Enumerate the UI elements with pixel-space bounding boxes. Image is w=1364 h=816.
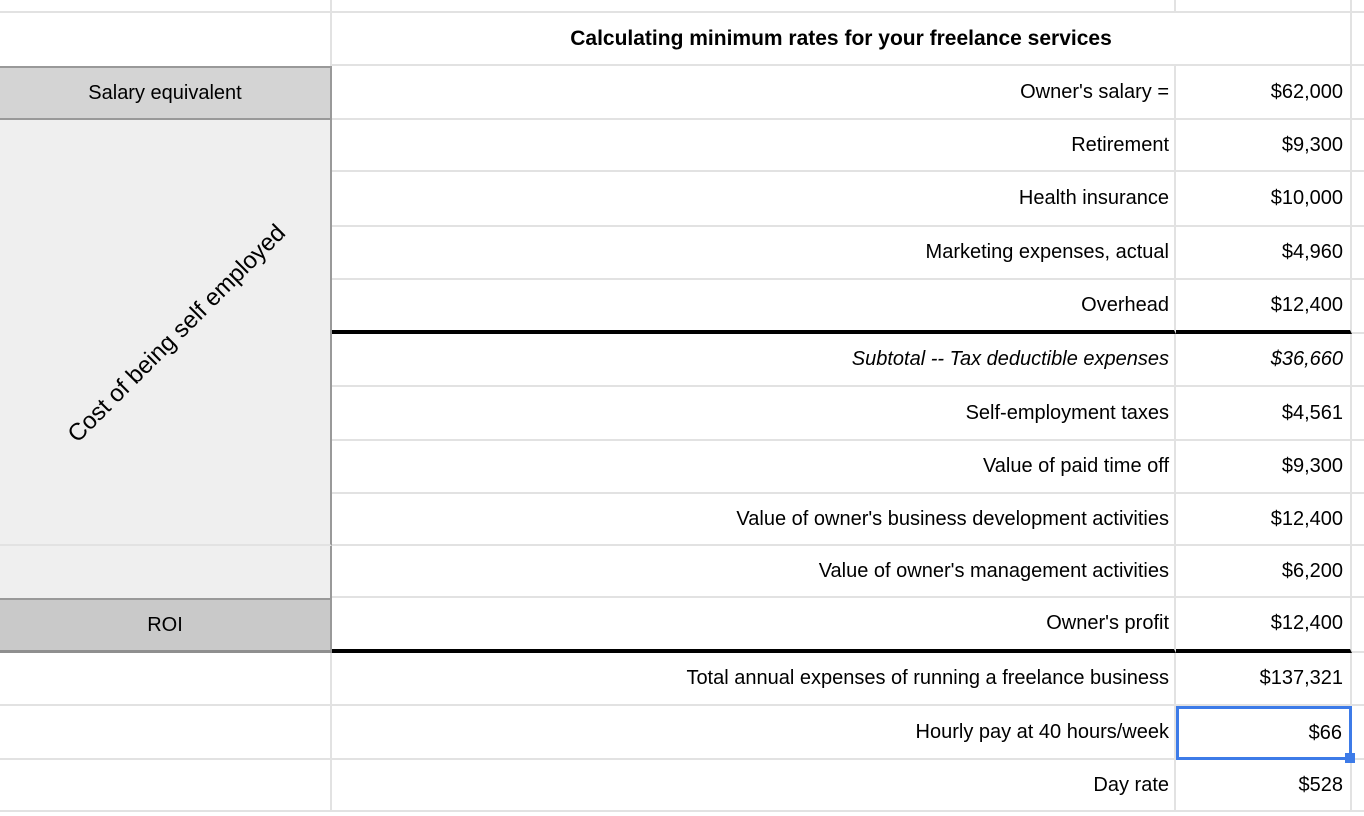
value-cell[interactable]: $62,000 xyxy=(1176,66,1352,120)
value-cell[interactable]: $528 xyxy=(1176,760,1352,812)
value-cell[interactable]: $4,960 xyxy=(1176,227,1352,280)
empty-cell[interactable] xyxy=(0,546,332,598)
partial-cell xyxy=(1352,0,1364,13)
value-cell[interactable]: $12,400 xyxy=(1176,494,1352,546)
value-cell[interactable]: $9,300 xyxy=(1176,120,1352,172)
value-cell[interactable]: $137,321 xyxy=(1176,653,1352,706)
value-cell[interactable]: $12,400 xyxy=(1176,598,1352,653)
partial-cell xyxy=(1352,13,1364,66)
partial-cell xyxy=(1176,0,1352,13)
partial-cell xyxy=(1352,653,1364,706)
partial-cell xyxy=(1352,441,1364,494)
partial-cell xyxy=(1352,120,1364,172)
label-cell[interactable]: Marketing expenses, actual xyxy=(332,227,1176,280)
fill-handle[interactable] xyxy=(1345,753,1355,763)
partial-cell xyxy=(1352,546,1364,598)
partial-cell xyxy=(1352,598,1364,653)
label-cell[interactable]: Value of owner's management activities xyxy=(332,546,1176,598)
partial-cell xyxy=(1352,227,1364,280)
label-cell[interactable]: Self-employment taxes xyxy=(332,387,1176,441)
partial-cell xyxy=(1352,760,1364,812)
label-cell[interactable]: Day rate xyxy=(332,760,1176,812)
label-cell[interactable]: Owner's salary = xyxy=(332,66,1176,120)
partial-cell xyxy=(1352,706,1364,760)
empty-cell[interactable] xyxy=(0,13,332,66)
value-cell[interactable]: $12,400 xyxy=(1176,280,1352,334)
partial-cell xyxy=(1352,172,1364,227)
value-cell-subtotal[interactable]: $36,660 xyxy=(1176,334,1352,387)
label-cell-subtotal[interactable]: Subtotal -- Tax deductible expenses xyxy=(332,334,1176,387)
partial-cell xyxy=(0,0,332,13)
partial-cell xyxy=(0,812,1364,816)
label-cell[interactable]: Health insurance xyxy=(332,172,1176,227)
row-group-header-cost-of-being-self-employed[interactable]: Cost of being self employed xyxy=(0,120,332,546)
partial-cell xyxy=(1352,280,1364,334)
label-cell[interactable]: Retirement xyxy=(332,120,1176,172)
partial-cell xyxy=(1352,334,1364,387)
empty-cell[interactable] xyxy=(0,653,332,706)
value-cell[interactable]: $4,561 xyxy=(1176,387,1352,441)
partial-cell xyxy=(1352,387,1364,441)
row-group-header-salary-equivalent[interactable]: Salary equivalent xyxy=(0,66,332,120)
empty-cell[interactable] xyxy=(0,760,332,812)
empty-cell[interactable] xyxy=(0,706,332,760)
row-group-header-roi[interactable]: ROI xyxy=(0,598,332,653)
label-cell[interactable]: Owner's profit xyxy=(332,598,1176,653)
label-cell[interactable]: Overhead xyxy=(332,280,1176,334)
label-cell[interactable]: Total annual expenses of running a freel… xyxy=(332,653,1176,706)
label-cell[interactable]: Hourly pay at 40 hours/week xyxy=(332,706,1176,760)
label-cell[interactable]: Value of paid time off xyxy=(332,441,1176,494)
value-cell[interactable]: $9,300 xyxy=(1176,441,1352,494)
value-cell[interactable]: $10,000 xyxy=(1176,172,1352,227)
sheet-title-cell[interactable]: Calculating minimum rates for your freel… xyxy=(332,13,1352,66)
partial-cell xyxy=(1352,494,1364,546)
value-cell[interactable]: $6,200 xyxy=(1176,546,1352,598)
label-cell[interactable]: Value of owner's business development ac… xyxy=(332,494,1176,546)
diagonal-label: Cost of being self employed xyxy=(62,219,291,448)
partial-cell xyxy=(332,0,1176,13)
partial-cell xyxy=(1352,66,1364,120)
selected-cell[interactable]: $66 xyxy=(1176,706,1355,763)
